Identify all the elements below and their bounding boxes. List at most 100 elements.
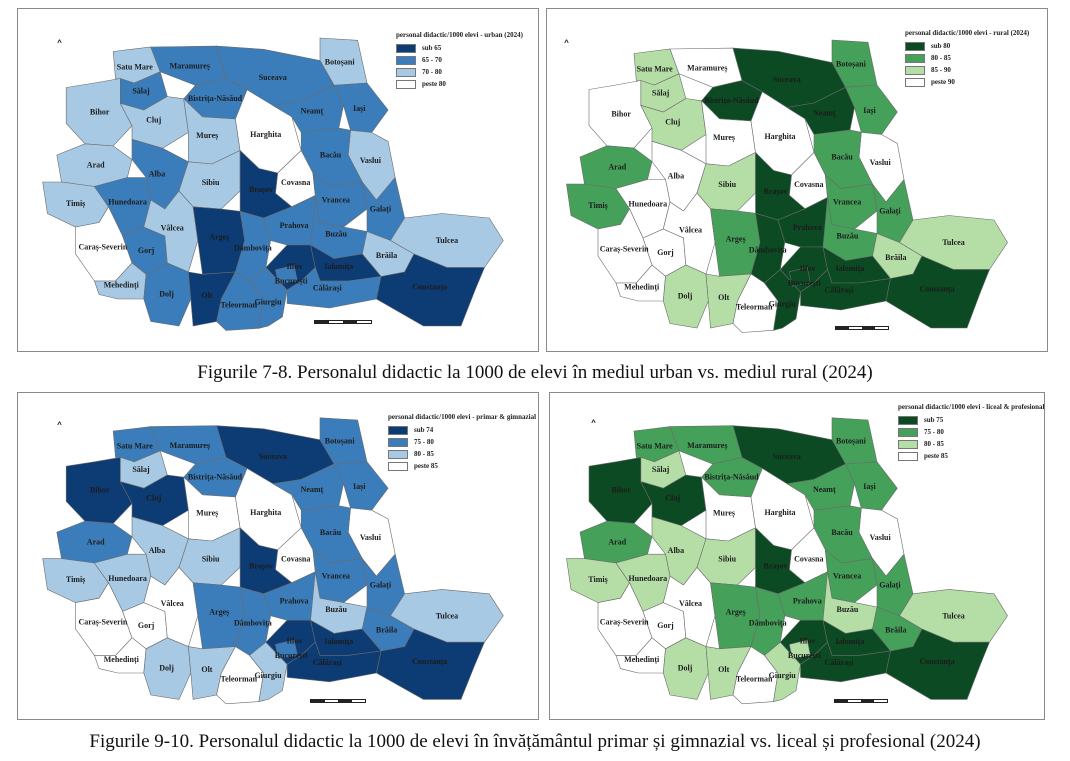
county-label-mm: Maramureș bbox=[687, 64, 727, 73]
legend-class-1: sub 75 bbox=[898, 414, 1044, 426]
county-label-ag: Argeș bbox=[726, 234, 746, 243]
county-label-ct: Constanța bbox=[412, 657, 447, 666]
county-label-bh: Bihor bbox=[90, 486, 110, 495]
county-label-tm: Timiș bbox=[588, 201, 607, 210]
county-label-il: Ialomița bbox=[836, 637, 865, 646]
county-label-hd: Hunedoara bbox=[108, 574, 147, 583]
county-label-gj: Gorj bbox=[657, 621, 674, 630]
north-arrow-icon: ˄ bbox=[590, 419, 597, 435]
county-label-bv: Brașov bbox=[764, 187, 788, 196]
county-label-vl: Vâlcea bbox=[161, 223, 184, 232]
county-ct bbox=[885, 255, 990, 329]
scale-bar bbox=[310, 699, 366, 703]
county-label-bh: Bihor bbox=[611, 109, 631, 118]
county-label-vn: Vrancea bbox=[322, 572, 350, 581]
county-label-br: Brăila bbox=[376, 251, 397, 260]
north-arrow-icon: ˄ bbox=[56, 421, 63, 437]
legend-class-2: 75 - 80 bbox=[898, 426, 1044, 438]
county-label-cv: Covasna bbox=[281, 178, 310, 187]
map-panel-primar-gimnazial: Satu Mare Maramureș Botoșani Sălaj Bistrița-… bbox=[17, 392, 539, 720]
county-label-sj: Sălaj bbox=[652, 89, 670, 98]
county-label-tl: Tulcea bbox=[436, 236, 458, 245]
county-label-bc: Bacău bbox=[320, 528, 342, 537]
legend-swatch bbox=[396, 55, 416, 65]
county-label-bh: Bihor bbox=[90, 107, 110, 116]
county-label-sm: Satu Mare bbox=[637, 64, 674, 73]
county-label-bn: Bistrița-Năsăud bbox=[188, 473, 243, 482]
county-label-ag: Argeș bbox=[209, 232, 229, 241]
county-label-mh: Mehedinți bbox=[624, 283, 660, 292]
county-label-gj: Gorj bbox=[138, 246, 155, 255]
county-label-ar: Arad bbox=[608, 162, 626, 171]
county-label-gr: Giurgiu bbox=[254, 297, 282, 306]
county-label-il: Ialomița bbox=[324, 637, 353, 646]
legend-class-3: 80 - 85 bbox=[388, 448, 538, 460]
map-legend: personal didactic/1000 elevi - rural (20… bbox=[905, 29, 1029, 88]
county-label-hr: Harghita bbox=[764, 132, 795, 141]
legend-swatch bbox=[388, 449, 408, 459]
county-label-sb: Sibiu bbox=[718, 555, 736, 564]
county-label-nt: Neamț bbox=[301, 107, 324, 116]
county-label-ct: Constanța bbox=[919, 285, 954, 294]
county-label-b: București bbox=[788, 651, 822, 660]
county-label-il: Ialomița bbox=[836, 264, 865, 273]
county-label-ag: Argeș bbox=[209, 608, 229, 617]
county-label-if: Ilfov bbox=[800, 637, 816, 646]
county-ct bbox=[376, 628, 485, 700]
map-legend: personal didactic/1000 elevi - primar & … bbox=[388, 413, 538, 472]
county-label-b: București bbox=[788, 278, 822, 287]
county-label-db: Dâmbovița bbox=[749, 618, 787, 627]
legend-swatch bbox=[396, 67, 416, 77]
county-label-hr: Harghita bbox=[764, 508, 795, 517]
county-label-cl: Călărași bbox=[825, 286, 855, 295]
scale-bar bbox=[314, 320, 372, 324]
county-label-gj: Gorj bbox=[138, 621, 155, 630]
legend-swatch bbox=[905, 65, 925, 75]
county-label-tr: Teleorman bbox=[736, 303, 773, 312]
county-dj bbox=[662, 264, 709, 329]
county-dj bbox=[662, 637, 709, 700]
county-label-sv: Suceava bbox=[773, 75, 801, 84]
county-label-bv: Brașov bbox=[764, 562, 788, 571]
county-label-cl: Călărași bbox=[313, 658, 343, 667]
county-label-hr: Harghita bbox=[250, 130, 281, 139]
county-vl bbox=[662, 566, 716, 648]
county-label-gr: Giurgiu bbox=[254, 671, 282, 680]
county-label-hr: Harghita bbox=[250, 508, 281, 517]
county-label-sm: Satu Mare bbox=[117, 62, 154, 71]
caption-figures-9-10: Figurile 9-10. Personalul didactic la 10… bbox=[89, 731, 981, 752]
county-label-cj: Cluj bbox=[665, 493, 680, 502]
legend-swatch bbox=[905, 77, 925, 87]
county-label-is: Iași bbox=[353, 104, 366, 113]
county-label-mm: Maramureș bbox=[170, 62, 210, 71]
map-panel-liceal-profesional: Satu Mare Maramureș Botoșani Sălaj Bistrița-… bbox=[549, 392, 1045, 720]
county-ct bbox=[376, 253, 485, 327]
county-label-sv: Suceava bbox=[773, 452, 801, 461]
county-label-cv: Covasna bbox=[794, 180, 823, 189]
county-label-ph: Prahova bbox=[280, 221, 309, 230]
county-label-gl: Galați bbox=[879, 206, 901, 215]
county-label-sm: Satu Mare bbox=[637, 442, 674, 451]
county-label-sb: Sibiu bbox=[202, 555, 220, 564]
county-vl bbox=[662, 192, 716, 275]
legend-swatch bbox=[388, 425, 408, 435]
county-label-ab: Alba bbox=[149, 169, 165, 178]
county-label-tl: Tulcea bbox=[942, 238, 964, 247]
legend-swatch bbox=[905, 41, 925, 51]
county-label-bc: Bacău bbox=[320, 151, 342, 160]
county-label-nt: Neamț bbox=[813, 485, 836, 494]
county-label-bz: Buzău bbox=[837, 231, 859, 240]
county-label-tr: Teleorman bbox=[221, 674, 258, 683]
legend-swatch bbox=[396, 79, 416, 89]
county-label-ot: Olt bbox=[201, 665, 212, 674]
county-label-il: Ialomița bbox=[324, 262, 353, 271]
county-label-ct: Constanța bbox=[412, 283, 447, 292]
county-label-ph: Prahova bbox=[793, 596, 822, 605]
county-label-mm: Maramureș bbox=[170, 441, 210, 450]
legend-title: personal didactic/1000 elevi - primar & … bbox=[388, 413, 538, 421]
county-label-bt: Botoșani bbox=[325, 437, 356, 446]
county-label-gl: Galați bbox=[879, 580, 901, 589]
county-label-db: Dâmbovița bbox=[749, 245, 787, 254]
county-label-tr: Teleorman bbox=[221, 301, 258, 310]
county-nt bbox=[786, 463, 855, 511]
